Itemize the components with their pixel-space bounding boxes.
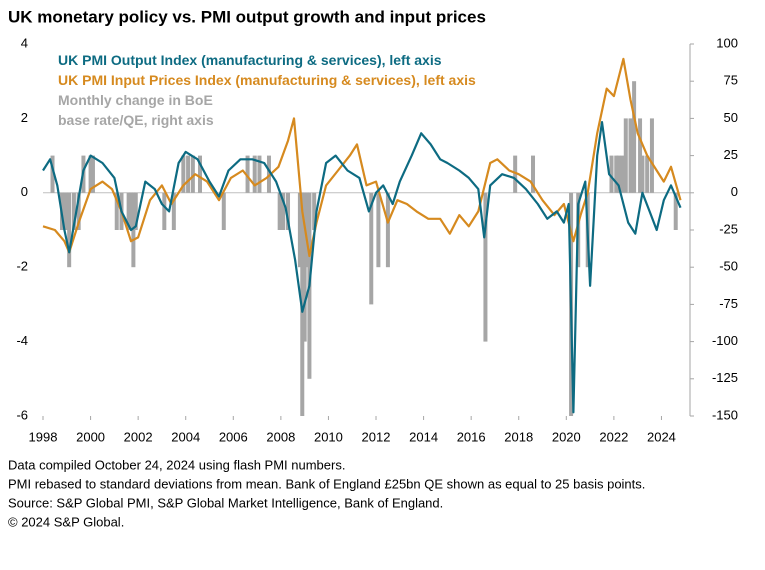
x-tick-label: 1998 [29,429,58,444]
footnote: PMI rebased to standard deviations from … [8,476,645,491]
bar [190,155,195,193]
bar [483,192,488,342]
bar [90,155,95,193]
y-tick-label: -6 [16,407,28,422]
bar [133,192,138,230]
bar [252,155,257,193]
y2-tick-label: -75 [719,296,738,311]
bar [126,192,131,230]
legend: UK PMI Output Index (manufacturing & ser… [58,50,578,130]
x-tick-label: 2008 [266,429,295,444]
bar [186,155,191,193]
y2-tick-label: 75 [724,73,738,88]
x-tick-label: 2024 [647,429,676,444]
bar [131,192,136,268]
bar [385,192,390,268]
x-tick-label: 2000 [76,429,105,444]
bar [257,155,262,193]
bar [614,155,619,193]
bar [305,192,310,268]
x-tick-label: 2002 [124,429,153,444]
bar [76,192,81,230]
bar [628,118,633,193]
bar [162,192,167,230]
bar [531,155,536,193]
bar [609,155,614,193]
bar [312,192,317,230]
y2-tick-label: 0 [731,184,738,199]
bar [513,155,518,193]
x-tick-label: 2018 [504,429,533,444]
y-tick-label: 4 [21,35,28,50]
bar [623,118,628,193]
legend-entry: Monthly change in BoE base rate/QE, righ… [58,92,214,128]
legend-entry: UK PMI Input Prices Index (manufacturing… [58,72,476,88]
footnote: Data compiled October 24, 2024 using fla… [8,457,345,472]
bar [297,192,302,268]
bar [171,192,176,230]
bar [245,155,250,193]
y2-tick-label: 50 [724,110,738,125]
x-tick-label: 2012 [362,429,391,444]
bar [649,118,654,193]
bar [71,192,76,230]
bar [50,155,55,193]
y-tick-label: -4 [16,333,28,348]
footnote: Source: S&P Global PMI, S&P Global Marke… [8,495,443,510]
bar [63,192,68,230]
bar [620,155,625,193]
bar [632,81,637,193]
bar [640,155,645,193]
x-tick-label: 2006 [219,429,248,444]
bar [281,192,286,230]
footnote: © 2024 S&P Global. [8,514,124,529]
y2-tick-label: -100 [712,333,738,348]
y2-tick-label: -25 [719,221,738,236]
x-tick-label: 2010 [314,429,343,444]
y2-tick-label: -150 [712,407,738,422]
bar [197,155,202,193]
bar [302,192,307,342]
bar [67,192,72,268]
bar [88,155,93,193]
line [42,121,682,414]
x-tick-label: 2016 [457,429,486,444]
y-tick-label: 2 [21,110,28,125]
y-tick-label: 0 [21,184,28,199]
x-tick-label: 2004 [171,429,200,444]
bar [286,192,291,230]
x-tick-label: 2014 [409,429,438,444]
bar [221,192,226,230]
legend-entry: UK PMI Output Index (manufacturing & ser… [58,52,442,68]
bar [129,192,134,230]
bar [638,118,643,193]
y2-tick-label: -125 [712,370,738,385]
bar [673,192,678,230]
bar [114,192,119,230]
bar [369,192,374,305]
bar [181,155,186,193]
line [42,57,682,258]
bar [376,192,381,268]
chart-title: UK monetary policy vs. PMI output growth… [8,7,486,26]
y2-tick-label: 25 [724,147,738,162]
bar [645,155,650,193]
y2-tick-label: -50 [719,259,738,274]
x-tick-label: 2022 [599,429,628,444]
y2-tick-label: 100 [716,35,738,50]
bar [277,192,282,230]
y-tick-label: -2 [16,259,28,274]
x-tick-label: 2020 [552,429,581,444]
bar [616,155,621,193]
